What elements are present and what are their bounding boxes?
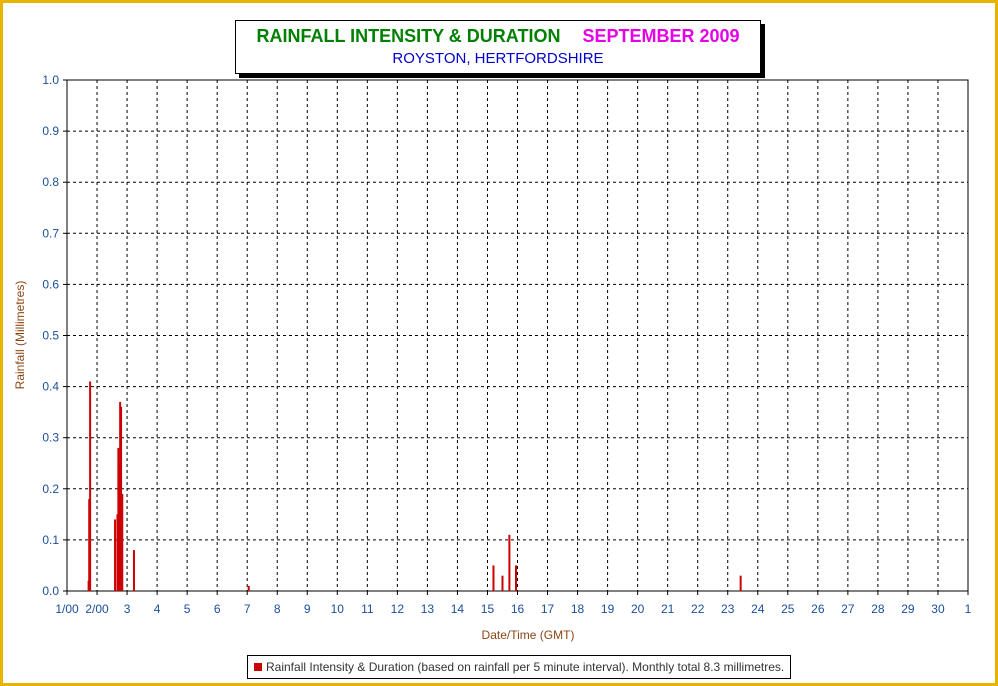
legend: Rainfall Intensity & Duration (based on … [247,655,792,679]
x-tick-label: 13 [421,602,435,616]
rain-bar [114,519,117,591]
rain-bar [89,381,92,591]
y-axis-ticks: 0.0 0.1 0.2 0.3 0.4 0.5 0.6 0.7 0.8 0.9 1.0 [42,73,67,598]
x-tick-label: 7 [244,602,251,616]
x-tick-label: 27 [841,602,855,616]
x-tick-label: 30 [931,602,945,616]
x-tick-label: 1 [965,602,972,616]
x-tick-label: 28 [871,602,885,616]
x-tick-label: 4 [154,602,161,616]
y-tick-label: 0.1 [42,533,59,547]
x-tick-label: 24 [751,602,765,616]
x-tick-label: 22 [691,602,705,616]
rain-bar [121,493,124,591]
y-tick-label: 0.9 [42,124,59,138]
x-tick-label: 18 [571,602,585,616]
grid-lines [67,80,968,591]
y-tick-label: 0.4 [42,380,59,394]
y-tick-label: 0.3 [42,431,59,445]
chart-period: SEPTEMBER 2009 [582,26,740,46]
x-axis-label: Date/Time (GMT) [482,628,575,642]
x-tick-label: 29 [901,602,915,616]
x-tick-label: 26 [811,602,825,616]
x-tick-label: 9 [304,602,311,616]
x-tick-label: 21 [661,602,675,616]
x-tick-label: 20 [631,602,645,616]
chart-title: RAINFALL INTENSITY & DURATION [256,26,561,46]
x-tick-label: 10 [331,602,345,616]
x-tick-label: 17 [541,602,555,616]
legend-swatch [254,663,262,671]
x-tick-label: 12 [391,602,405,616]
y-axis-label: Rainfall (Millimetres) [13,281,27,390]
x-tick-label: 19 [601,602,615,616]
y-tick-label: 0.0 [42,584,59,598]
x-tick-label: 8 [274,602,281,616]
x-tick-label: 14 [451,602,465,616]
x-tick-label: 2/00 [85,602,109,616]
chart-subtitle: ROYSTON, HERTFORDSHIRE [392,50,604,67]
rain-bar [120,407,123,591]
rain-bar [501,575,504,591]
y-tick-label: 0.8 [42,175,59,189]
title-line: RAINFALL INTENSITY & DURATION SEPTEMBER 2… [236,26,760,47]
rain-bar [247,585,250,591]
x-tick-label: 1/00 [55,602,79,616]
legend-label: Rainfall Intensity & Duration (based on … [266,660,785,674]
title-box: RAINFALL INTENSITY & DURATION SEPTEMBER 2… [235,20,761,74]
rain-bar [508,534,511,591]
x-tick-label: 11 [361,602,374,616]
rain-bar [514,565,517,591]
y-tick-label: 0.5 [42,329,59,343]
rain-bar [132,550,135,591]
x-tick-label: 23 [721,602,735,616]
rain-bars [87,381,742,591]
x-tick-label: 5 [184,602,191,616]
x-tick-label: 16 [511,602,525,616]
x-tick-label: 6 [214,602,221,616]
x-axis-ticks: 1/00 2/00 3 4 5 6 7 8 9 10 11 12 13 14 15 16 17 18 19 20 21 2… [55,591,972,616]
y-tick-label: 0.6 [42,277,59,291]
y-tick-label: 1.0 [42,73,59,87]
rain-bar [739,575,742,591]
x-tick-label: 3 [124,602,131,616]
rain-bar [492,565,495,591]
x-tick-label: 15 [481,602,495,616]
x-tick-label: 25 [781,602,795,616]
y-tick-label: 0.7 [42,226,59,240]
y-tick-label: 0.2 [42,482,59,496]
